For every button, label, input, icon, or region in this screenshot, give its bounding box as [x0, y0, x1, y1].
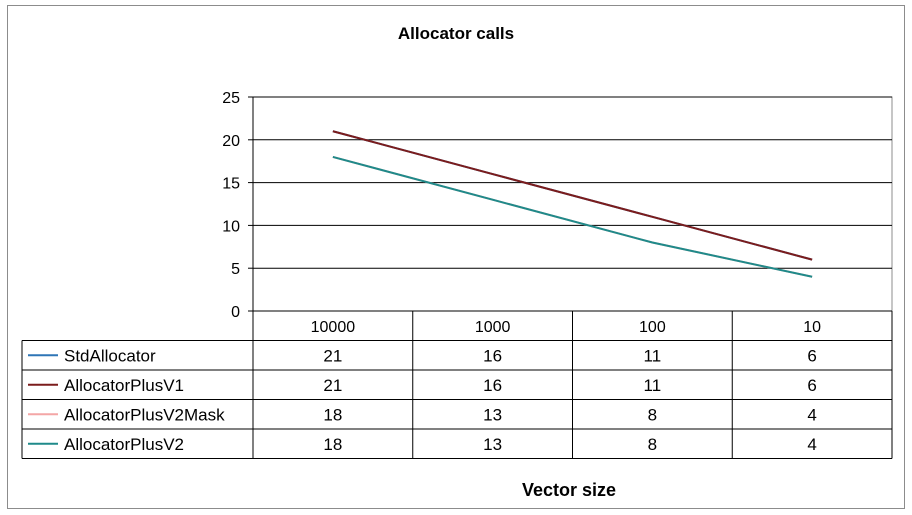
chart-title: Allocator calls [398, 24, 514, 43]
data-label: 11 [644, 346, 662, 365]
series-line [332, 130, 813, 261]
series-lines [332, 130, 813, 278]
chart-frame [7, 5, 905, 509]
data-label: 4 [807, 435, 816, 454]
data-label: 13 [483, 405, 502, 424]
data-label: 8 [648, 435, 657, 454]
data-label: 4 [807, 405, 816, 424]
data-label: 13 [483, 435, 502, 454]
data-label: 6 [807, 346, 816, 365]
legend-label: StdAllocator [64, 346, 156, 365]
x-tick-label: 100 [639, 319, 666, 336]
y-tick-label: 5 [231, 261, 240, 278]
data-label: 18 [323, 405, 342, 424]
y-tick-label: 0 [231, 304, 240, 321]
x-tick-label: 10000 [311, 319, 356, 336]
gridlines [252, 96, 893, 312]
data-label: 18 [323, 435, 342, 454]
data-label: 21 [323, 346, 342, 365]
y-tick-label: 20 [222, 133, 240, 150]
y-axis-ticks: 0 5 10 15 20 25 [222, 90, 254, 321]
data-label: 11 [644, 376, 662, 395]
data-table: 10000 1000 100 10 StdAllocator 21 16 11 6 Allocat… [21, 310, 893, 459]
x-tick-label: 1000 [475, 319, 511, 336]
series-line [332, 155, 813, 278]
legend-label: AllocatorPlusV1 [64, 376, 184, 395]
x-tick-label: 10 [803, 319, 821, 336]
y-tick-label: 10 [222, 218, 240, 235]
data-label: 16 [483, 346, 502, 365]
legend-label: AllocatorPlusV2Mask [64, 405, 225, 424]
x-axis-title: Vector size [522, 480, 616, 500]
legend-label: AllocatorPlusV2 [64, 435, 184, 454]
data-label: 16 [483, 376, 502, 395]
plot-area [252, 96, 893, 312]
y-tick-label: 15 [222, 176, 240, 193]
series-line [332, 155, 813, 278]
data-label: 6 [807, 376, 816, 395]
data-label: 21 [323, 376, 342, 395]
y-tick-label: 25 [222, 90, 240, 107]
data-label: 8 [648, 405, 657, 424]
